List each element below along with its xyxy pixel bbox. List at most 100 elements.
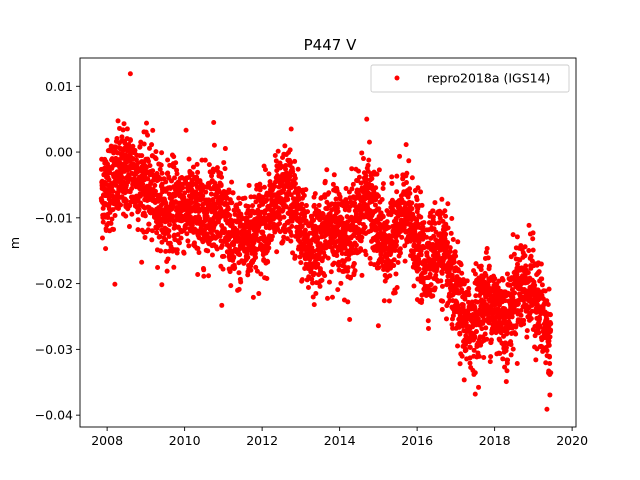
data-point bbox=[401, 200, 407, 206]
data-point bbox=[445, 225, 451, 231]
data-point bbox=[231, 254, 237, 260]
data-point bbox=[492, 276, 498, 282]
data-point bbox=[218, 238, 224, 244]
data-point bbox=[348, 274, 354, 280]
data-point bbox=[466, 285, 472, 291]
data-point bbox=[346, 256, 352, 262]
data-point bbox=[175, 231, 181, 237]
data-point bbox=[292, 158, 298, 164]
data-point bbox=[253, 264, 259, 270]
y-tick-label: −0.01 bbox=[35, 210, 73, 225]
data-point bbox=[139, 153, 145, 159]
data-point bbox=[195, 272, 201, 277]
data-point bbox=[288, 192, 294, 198]
data-point bbox=[127, 137, 133, 143]
data-point bbox=[119, 175, 125, 181]
data-point bbox=[392, 290, 398, 296]
data-point bbox=[416, 266, 422, 272]
data-point bbox=[337, 194, 343, 200]
data-point bbox=[419, 297, 425, 303]
data-point bbox=[150, 127, 156, 133]
data-point bbox=[525, 270, 531, 276]
data-point bbox=[376, 167, 382, 173]
data-point bbox=[200, 193, 206, 199]
data-point bbox=[366, 139, 372, 145]
data-point bbox=[402, 258, 408, 264]
data-point bbox=[504, 271, 510, 277]
data-point bbox=[442, 208, 448, 214]
data-point bbox=[344, 214, 350, 220]
data-point bbox=[219, 302, 225, 308]
data-point bbox=[432, 285, 438, 291]
data-point bbox=[301, 193, 307, 199]
data-point bbox=[467, 360, 473, 366]
data-point bbox=[528, 316, 534, 322]
data-point bbox=[127, 71, 133, 77]
data-point bbox=[316, 202, 322, 208]
data-point bbox=[141, 141, 147, 147]
data-point bbox=[145, 132, 151, 138]
data-point bbox=[254, 268, 260, 274]
data-point bbox=[238, 279, 244, 285]
data-point bbox=[547, 334, 553, 340]
y-axis-label: m bbox=[7, 237, 22, 249]
data-point bbox=[147, 145, 152, 151]
data-point bbox=[495, 285, 501, 291]
data-point bbox=[329, 294, 335, 300]
data-point bbox=[166, 233, 172, 239]
data-point bbox=[138, 200, 144, 206]
data-point bbox=[144, 120, 149, 126]
data-point bbox=[349, 166, 355, 172]
data-point bbox=[163, 200, 169, 206]
data-point bbox=[526, 222, 532, 228]
data-point bbox=[232, 265, 238, 271]
data-point bbox=[149, 237, 155, 243]
data-point bbox=[317, 283, 323, 289]
data-point bbox=[415, 185, 421, 191]
data-point bbox=[450, 237, 456, 242]
data-point bbox=[504, 368, 510, 374]
data-point bbox=[289, 223, 295, 229]
data-point bbox=[194, 161, 200, 167]
data-point bbox=[326, 279, 332, 285]
data-point bbox=[518, 308, 524, 314]
data-point bbox=[163, 237, 169, 243]
data-point bbox=[183, 127, 189, 133]
data-point bbox=[545, 301, 551, 307]
data-point bbox=[369, 176, 375, 182]
data-point bbox=[418, 189, 424, 195]
data-point bbox=[297, 239, 303, 245]
data-point bbox=[181, 194, 187, 200]
data-point bbox=[225, 206, 231, 212]
data-point bbox=[319, 277, 325, 283]
data-point bbox=[353, 242, 359, 248]
data-point bbox=[475, 299, 481, 305]
data-point bbox=[443, 316, 449, 322]
data-point bbox=[536, 330, 542, 336]
y-tick-label: 0.01 bbox=[45, 79, 73, 94]
data-point bbox=[392, 248, 398, 254]
data-point bbox=[485, 282, 491, 288]
data-point bbox=[119, 134, 125, 140]
data-point bbox=[365, 162, 371, 168]
data-point bbox=[397, 246, 403, 252]
data-point bbox=[472, 391, 478, 397]
data-point bbox=[166, 228, 172, 234]
data-point bbox=[443, 213, 449, 219]
data-point bbox=[404, 170, 410, 176]
data-point bbox=[402, 207, 408, 213]
data-point bbox=[208, 191, 214, 197]
data-point bbox=[245, 208, 251, 214]
data-point bbox=[260, 229, 266, 235]
x-tick-label: 2010 bbox=[169, 433, 201, 448]
data-point bbox=[172, 175, 178, 181]
data-point bbox=[473, 329, 479, 335]
data-point bbox=[338, 280, 344, 286]
data-point bbox=[514, 361, 520, 367]
data-point bbox=[411, 283, 417, 289]
data-point bbox=[488, 337, 494, 343]
data-point bbox=[407, 190, 413, 196]
data-point bbox=[273, 158, 279, 164]
data-point bbox=[205, 248, 211, 254]
data-point bbox=[264, 276, 270, 282]
